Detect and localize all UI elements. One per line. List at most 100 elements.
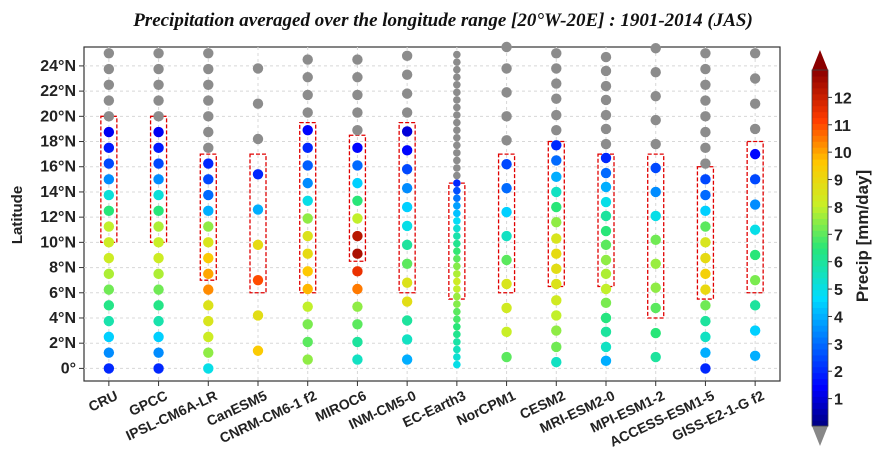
data-point [551, 278, 562, 290]
data-point [153, 315, 164, 327]
y-tick-label: 16°N [40, 159, 76, 176]
data-point [203, 363, 214, 374]
data-point [700, 142, 711, 154]
data-point [401, 315, 413, 326]
data-point [650, 258, 661, 269]
colorbar-segment [812, 236, 828, 243]
data-point [600, 65, 612, 77]
colorbar-segment [812, 117, 828, 124]
data-point [401, 107, 413, 118]
y-tick-label: 4°N [49, 310, 76, 327]
colorbar-tick-label: 7 [834, 227, 843, 244]
data-point [203, 331, 214, 343]
data-point [501, 159, 512, 170]
data-point [103, 315, 115, 327]
data-point [453, 65, 461, 74]
data-point [700, 205, 711, 217]
data-point [401, 88, 413, 99]
data-point [153, 363, 164, 374]
data-point [600, 109, 612, 121]
data-point [501, 326, 512, 338]
data-point [453, 149, 461, 157]
data-point [551, 201, 562, 213]
colorbar-segment [812, 87, 828, 95]
colorbar-tick-label: 4 [834, 309, 843, 326]
data-point [501, 278, 512, 290]
data-point [153, 300, 164, 311]
data-point [153, 95, 164, 106]
data-point [551, 325, 562, 336]
data-point [352, 354, 363, 365]
data-point [650, 162, 661, 174]
data-point [103, 126, 115, 138]
data-point [749, 148, 761, 160]
data-point [302, 89, 313, 101]
data-point [352, 319, 363, 330]
data-point [749, 174, 761, 185]
data-point [352, 160, 363, 171]
y-axis-label: Latitude [9, 186, 26, 244]
data-point [453, 315, 461, 324]
data-point [401, 164, 413, 175]
data-point [153, 142, 164, 154]
data-point [103, 142, 115, 154]
data-point [203, 48, 214, 59]
data-point [252, 133, 264, 145]
colorbar-segment [812, 123, 828, 130]
data-point [453, 254, 461, 263]
data-point [302, 319, 313, 330]
data-point [153, 347, 164, 358]
colorbar-segment [812, 337, 828, 344]
data-point [203, 142, 214, 154]
data-point [153, 205, 164, 217]
y-tick-label: 8°N [49, 260, 76, 277]
y-tick-label: 2°N [49, 335, 76, 352]
data-point [600, 94, 612, 106]
data-point [551, 341, 562, 353]
data-point [153, 126, 164, 138]
colorbar-segment [812, 313, 828, 320]
data-point [203, 79, 214, 91]
data-point [153, 174, 164, 185]
data-point [453, 141, 461, 150]
y-tick-label: 18°N [40, 134, 76, 151]
data-point [401, 69, 413, 80]
data-point [551, 186, 562, 198]
colorbar-segment [812, 200, 828, 208]
colorbar-segment [812, 307, 828, 314]
colorbar-segment [812, 378, 828, 386]
data-point [551, 263, 562, 275]
data-point [453, 156, 461, 165]
data-point [103, 331, 115, 343]
colorbar-segment [812, 75, 828, 83]
colorbar-border [811, 69, 829, 427]
y-tick-label: 0° [61, 360, 76, 377]
data-point [551, 171, 562, 183]
data-point [453, 224, 461, 233]
data-point [700, 252, 711, 264]
data-point [700, 158, 711, 169]
data-point [302, 230, 313, 242]
data-point [203, 237, 214, 248]
data-point [103, 237, 115, 248]
x-tick-label: CRU [86, 387, 120, 414]
data-point [153, 221, 164, 232]
data-point [103, 95, 115, 106]
data-point [103, 268, 115, 280]
data-point [453, 209, 461, 218]
colorbar-segment [812, 93, 828, 101]
colorbar-segment [812, 295, 828, 302]
data-point [453, 239, 461, 248]
data-point [551, 78, 562, 89]
colorbar-segment [812, 170, 828, 178]
data-point [252, 204, 264, 215]
colorbar-segment [812, 348, 828, 356]
colorbar-tick-label: 1 [834, 392, 843, 409]
data-point [650, 351, 661, 363]
data-point [153, 158, 164, 169]
data-point [600, 326, 612, 338]
data-point [302, 354, 313, 365]
data-point [749, 249, 761, 261]
chart-title: Precipitation averaged over the longitud… [132, 10, 753, 31]
